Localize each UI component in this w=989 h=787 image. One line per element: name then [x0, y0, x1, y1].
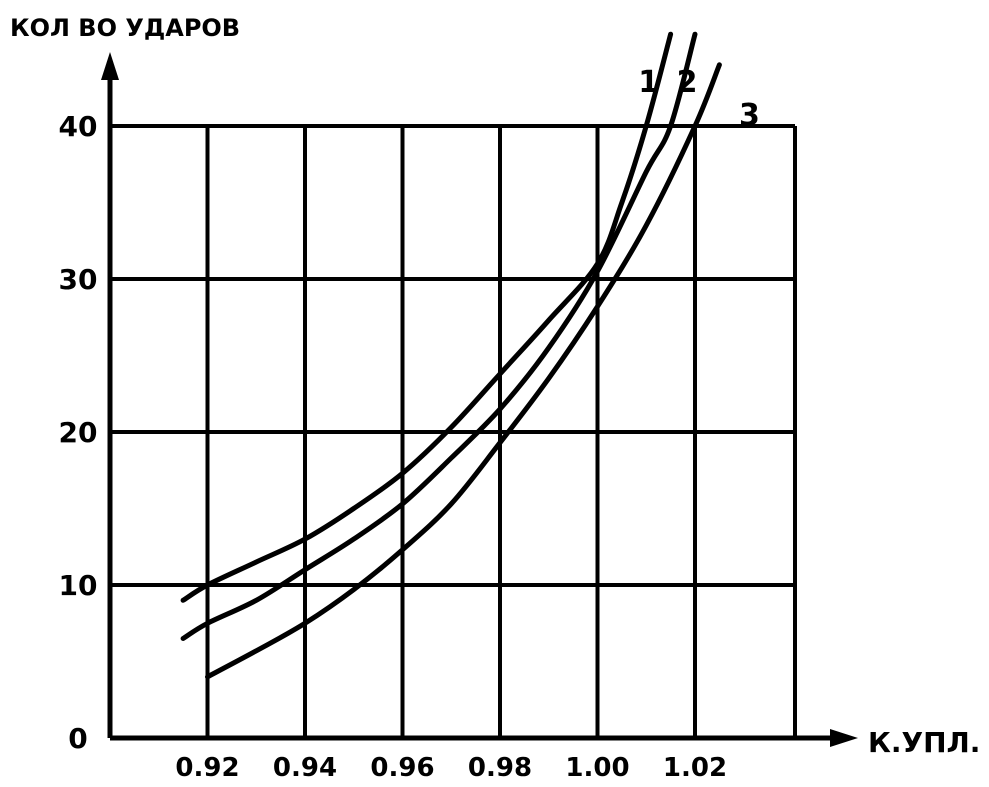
- series-line-3: [205, 62, 722, 680]
- series-label-1: 1: [638, 65, 659, 100]
- labels: КОЛ ВО УДАРОВ К.УПЛ.: [10, 14, 980, 759]
- axes: [101, 52, 858, 747]
- x-tick-label-0: 0.92: [175, 753, 239, 783]
- y-tick-label-4: 40: [59, 110, 98, 143]
- x-tick-label-5: 1.02: [663, 753, 727, 783]
- x-axis-label: К.УПЛ.: [868, 726, 980, 759]
- series-label-3: 3: [739, 98, 760, 133]
- y-tick-label-2: 20: [59, 416, 98, 449]
- series-line-1: [180, 31, 674, 603]
- series: 1 2 3: [180, 31, 760, 680]
- y-axis-label: КОЛ ВО УДАРОВ: [10, 14, 240, 42]
- x-axis-arrow: [830, 729, 858, 747]
- series-line-2: [180, 31, 698, 641]
- series-label-2: 2: [677, 65, 698, 100]
- grid: [110, 124, 797, 738]
- x-tick-label-1: 0.94: [273, 753, 337, 783]
- y-tick-label-1: 10: [59, 569, 98, 602]
- x-tick-label-3: 0.98: [468, 753, 532, 783]
- x-tick-label-2: 0.96: [370, 753, 434, 783]
- y-tick-label-3: 30: [59, 263, 98, 296]
- tick-labels: 0 10 20 30 40 0.92 0.94 0.96 0.98 1.00 1.02: [59, 110, 728, 783]
- y-axis-arrow: [101, 52, 119, 80]
- y-tick-label-0: 0: [68, 722, 87, 755]
- x-tick-label-4: 1.00: [565, 753, 629, 783]
